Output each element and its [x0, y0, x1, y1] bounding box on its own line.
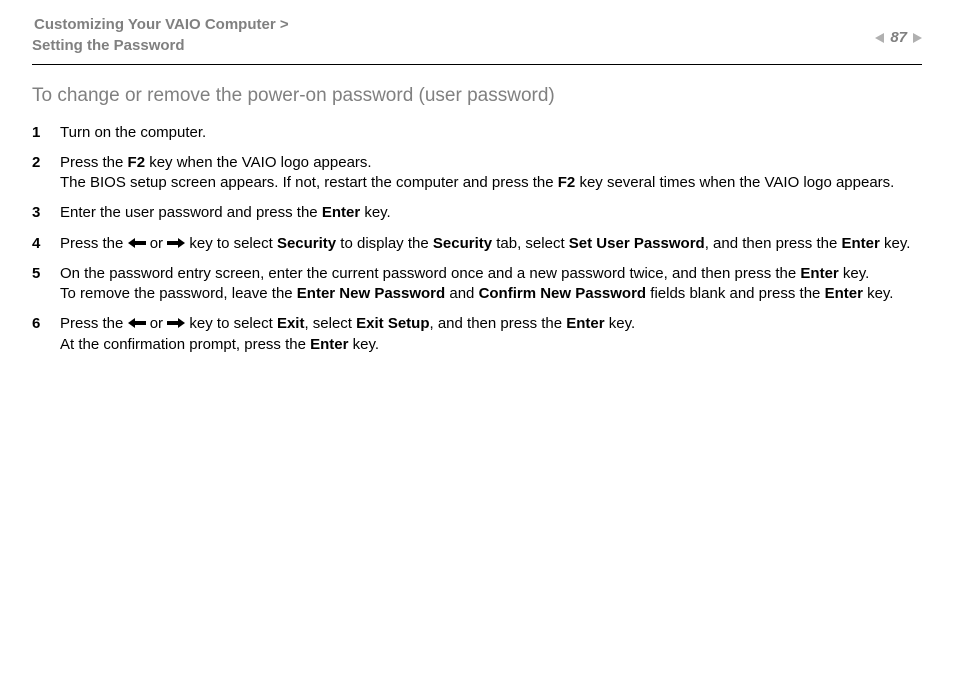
step-text: Press the F2 key when the VAIO logo appe… — [60, 153, 922, 194]
step-text: On the password entry screen, enter the … — [60, 264, 922, 305]
arrow-left-icon — [128, 318, 146, 328]
next-page-icon[interactable] — [913, 33, 922, 43]
breadcrumb: Customizing Your VAIO Computer Setting t… — [32, 14, 289, 56]
step-item: 6Press the or key to select Exit, select… — [32, 314, 922, 355]
bold-text: F2 — [128, 154, 146, 171]
bold-text: Confirm New Password — [479, 285, 647, 302]
bold-text: Security — [277, 235, 336, 252]
bold-text: Enter — [841, 235, 879, 252]
step-text: Enter the user password and press the En… — [60, 203, 922, 223]
bold-text: Security — [433, 235, 492, 252]
step-number: 4 — [32, 234, 60, 254]
bold-text: Enter — [800, 265, 838, 282]
step-item: 5On the password entry screen, enter the… — [32, 264, 922, 305]
prev-page-icon[interactable] — [875, 33, 884, 43]
step-number: 2 — [32, 153, 60, 194]
step-number: 3 — [32, 203, 60, 223]
bold-text: Enter — [322, 204, 360, 221]
step-item: 3Enter the user password and press the E… — [32, 203, 922, 223]
step-text: Turn on the computer. — [60, 123, 922, 143]
steps-list: 1Turn on the computer.2Press the F2 key … — [32, 123, 922, 355]
arrow-right-icon — [167, 238, 185, 248]
step-item: 1Turn on the computer. — [32, 123, 922, 143]
page-number: 87 — [890, 28, 907, 48]
bold-text: Enter — [825, 285, 863, 302]
bold-text: Exit — [277, 315, 305, 332]
bold-text: Exit Setup — [356, 315, 429, 332]
step-number: 5 — [32, 264, 60, 305]
step-number: 1 — [32, 123, 60, 143]
step-item: 4Press the or key to select Security to … — [32, 234, 922, 254]
bold-text: Enter — [310, 336, 348, 353]
header-divider — [32, 64, 922, 65]
arrow-left-icon — [128, 238, 146, 248]
bold-text: Enter — [566, 315, 604, 332]
step-text: Press the or key to select Exit, select … — [60, 314, 922, 355]
page-header: Customizing Your VAIO Computer Setting t… — [32, 14, 922, 64]
arrow-right-icon — [167, 318, 185, 328]
step-text: Press the or key to select Security to d… — [60, 234, 922, 254]
page-nav: 87 — [875, 28, 922, 48]
bold-text: Set User Password — [569, 235, 705, 252]
breadcrumb-line-1: Customizing Your VAIO Computer — [34, 16, 289, 33]
bold-text: Enter New Password — [297, 285, 445, 302]
step-number: 6 — [32, 314, 60, 355]
bold-text: F2 — [558, 174, 576, 191]
breadcrumb-line-2: Setting the Password — [32, 37, 185, 54]
section-title: To change or remove the power-on passwor… — [32, 83, 922, 109]
step-item: 2Press the F2 key when the VAIO logo app… — [32, 153, 922, 194]
